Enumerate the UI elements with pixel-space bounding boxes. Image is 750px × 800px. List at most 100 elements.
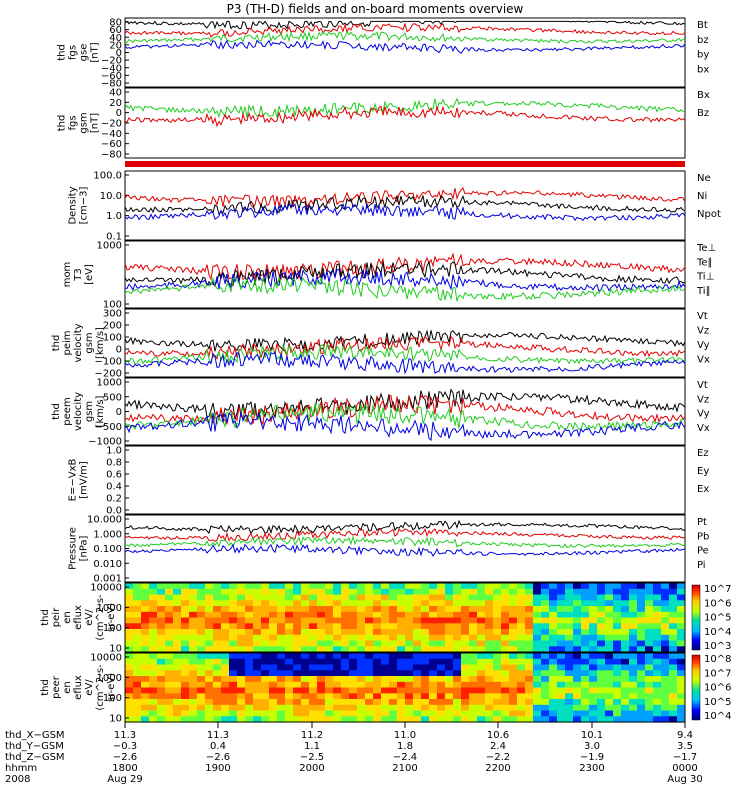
spectrogram-cell: [509, 640, 518, 647]
spectrogram-cell: [525, 699, 534, 706]
spectrogram-cell: [125, 710, 134, 717]
spectrogram-cell: [589, 710, 598, 717]
spectrogram-cell: [661, 634, 670, 642]
spectrogram-cell: [301, 634, 310, 642]
spectrogram-cell: [269, 583, 278, 590]
spectrogram-cell: [277, 606, 286, 613]
spectrogram-cell: [373, 606, 382, 613]
spectrogram-cell: [629, 600, 638, 607]
spectrogram-cell: [197, 606, 206, 613]
spectrogram-cell: [365, 664, 374, 671]
spectrogram-cell: [157, 670, 166, 677]
spectrogram-cell: [309, 606, 318, 613]
panel-peim-velocity: 3002001000−100−200thdpeimvelocitygsm[km/…: [51, 308, 710, 380]
y-tick-label: −20: [101, 119, 122, 130]
spectrogram-cell: [485, 629, 494, 636]
spectrogram-cell: [477, 676, 486, 683]
spectrogram-cell: [645, 681, 654, 689]
spectrogram-cell: [677, 634, 686, 642]
spectrogram-cell: [197, 664, 206, 671]
spectrogram-cell: [533, 588, 542, 596]
spectrogram-cell: [213, 699, 222, 706]
spectrogram-cell: [309, 670, 318, 677]
spectrogram-cell: [525, 653, 534, 660]
spectrogram-cell: [533, 710, 542, 717]
spectrogram-cell: [389, 693, 398, 700]
spectrogram-cell: [421, 653, 430, 660]
spectrogram-cell: [541, 716, 550, 723]
spectrogram-cell: [613, 634, 622, 642]
spectrogram-cell: [549, 704, 558, 712]
spectrogram-cell: [301, 664, 310, 671]
spectrogram-cell: [317, 716, 326, 723]
spectrogram-cell: [653, 670, 662, 677]
spectrogram-cell: [253, 588, 262, 596]
spectrogram-cell: [541, 687, 550, 694]
spectrogram-cell: [669, 676, 678, 683]
spectrogram-cell: [637, 640, 646, 647]
y-tick-label: 0: [116, 407, 122, 418]
spectrogram-cell: [501, 687, 510, 694]
spectrogram-cell: [541, 594, 550, 601]
spectrogram-cell: [245, 629, 254, 636]
spectrogram-cell: [677, 681, 686, 689]
spectrogram-cell: [557, 716, 566, 723]
spectrogram-cell: [245, 611, 254, 619]
spectrogram-cell: [341, 634, 350, 642]
y-tick-label: 300: [103, 309, 122, 320]
spectrogram-cell: [565, 658, 574, 666]
spectrogram-cell: [493, 687, 502, 694]
spectrogram-cell: [157, 653, 166, 660]
spectrogram-cell: [173, 716, 182, 723]
spectrogram-cell: [389, 640, 398, 647]
spectrogram-cell: [349, 588, 358, 596]
spectrogram-cell: [493, 658, 502, 666]
spectrogram-cell: [381, 606, 390, 613]
spectrogram-cell: [509, 670, 518, 677]
spectrogram-cell: [621, 634, 630, 642]
colorbar-tick-label: 10^4: [704, 711, 731, 722]
spectrogram-cell: [389, 676, 398, 683]
spectrogram-cell: [213, 629, 222, 636]
axis-row-label: hhmm: [5, 763, 37, 774]
spectrogram-cell: [125, 629, 134, 636]
spectrogram-cell: [621, 594, 630, 601]
spectrogram-cell: [525, 611, 534, 619]
spectrogram-cell: [613, 716, 622, 723]
y-tick-label: 0.1: [106, 232, 122, 243]
spectrogram-cell: [125, 594, 134, 601]
spectrogram-cell: [453, 653, 462, 660]
spectrogram-cell: [365, 583, 374, 590]
y-axis-label-line: eflux: [73, 675, 84, 700]
spectrogram-cell: [429, 681, 438, 689]
spectrogram-cell: [365, 611, 374, 619]
spectrogram-cell: [405, 693, 414, 700]
y-tick-label: 10: [109, 714, 122, 725]
spectrogram-cell: [285, 629, 294, 636]
spectrogram-cell: [661, 704, 670, 712]
spectrogram-cell: [541, 699, 550, 706]
spectrogram-cell: [397, 716, 406, 723]
spectrogram-cell: [213, 681, 222, 689]
spectrogram-cell: [381, 710, 390, 717]
spectrogram-cell: [429, 600, 438, 607]
spectrogram-cell: [581, 600, 590, 607]
spectrogram-cell: [221, 623, 230, 630]
spectrogram-cell: [261, 681, 270, 689]
spectrogram-cell: [509, 611, 518, 619]
spectrogram-cell: [661, 693, 670, 700]
spectrogram-cell: [293, 664, 302, 671]
spectrogram-cell: [533, 634, 542, 642]
spectrogram-cell: [549, 617, 558, 624]
spectrogram-cell: [469, 623, 478, 630]
axis-row-value: 1800: [112, 763, 137, 774]
spectrogram-cell: [621, 646, 630, 653]
spectrogram-cell: [357, 664, 366, 671]
spectrogram-cell: [469, 634, 478, 642]
spectrogram-cell: [141, 646, 150, 653]
spectrogram-cell: [325, 594, 334, 601]
spectrogram-cell: [285, 704, 294, 712]
spectrogram-cell: [341, 704, 350, 712]
spectrogram-cell: [269, 653, 278, 660]
spectrogram-cell: [581, 704, 590, 712]
